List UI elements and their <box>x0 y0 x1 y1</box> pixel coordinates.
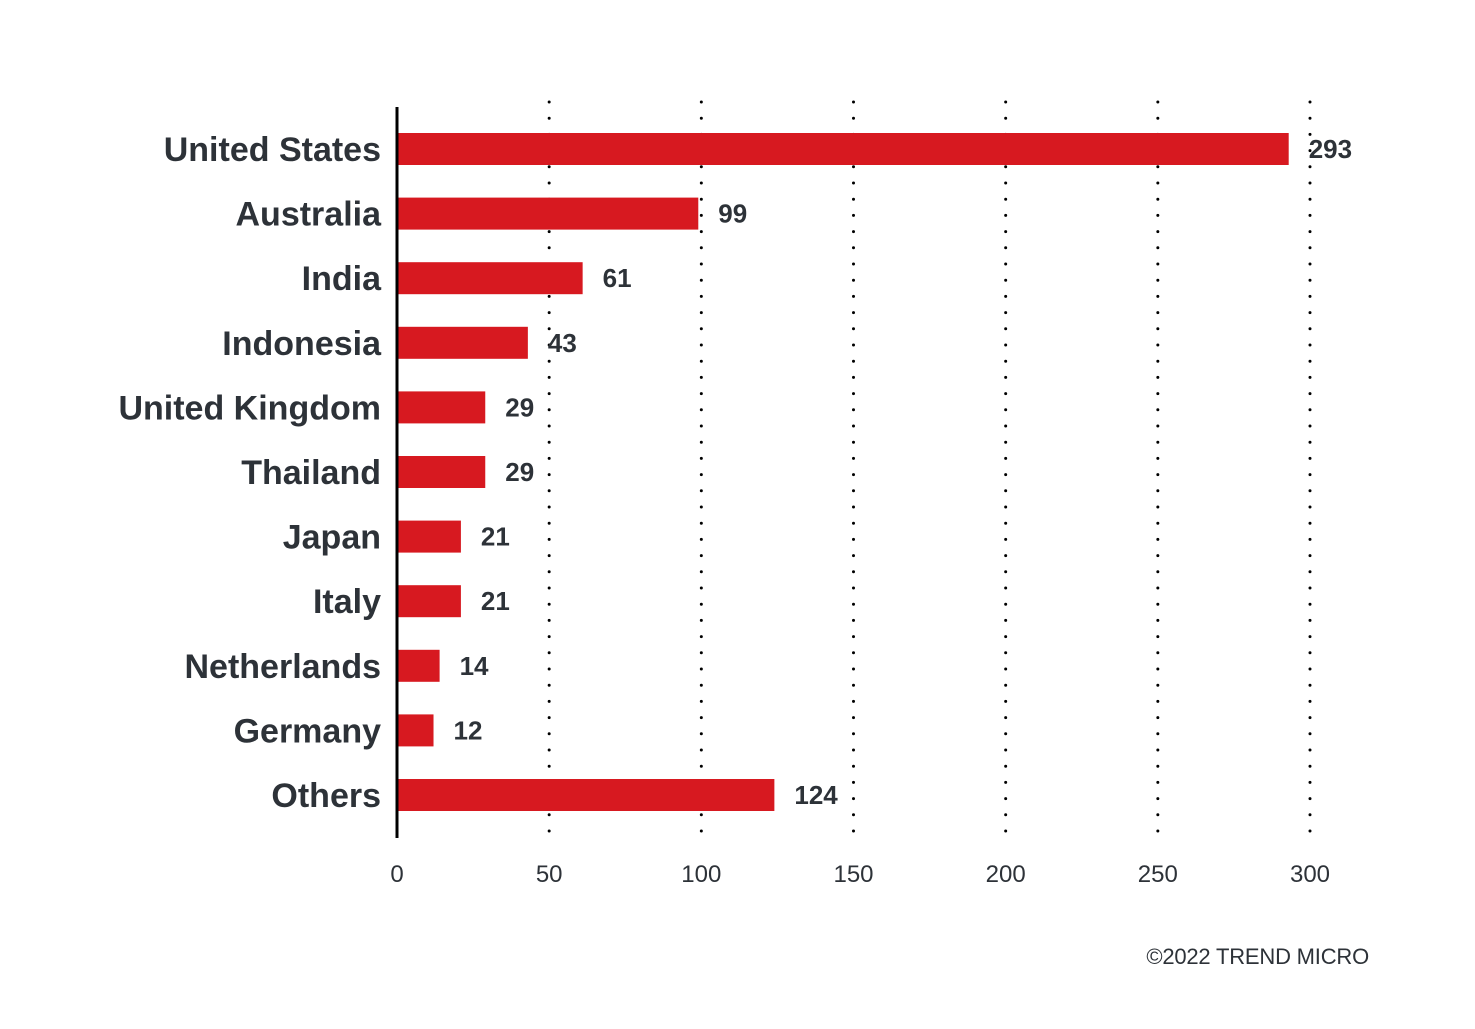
bar <box>397 262 583 295</box>
category-label: Australia <box>236 196 383 234</box>
category-label: Italy <box>313 583 381 621</box>
category-labels: United States Australia India Indonesia Unit… <box>118 131 382 815</box>
bar <box>397 456 486 488</box>
x-axis-ticks: 0 50 100 150 200 250 300 <box>390 861 1330 888</box>
x-tick-label: 0 <box>390 861 403 888</box>
value-labels: 293 99 61 43 29 29 21 21 14 12 124 <box>454 134 1353 810</box>
data-label: 12 <box>454 715 483 745</box>
data-label: 21 <box>481 586 510 616</box>
data-label: 29 <box>505 457 534 487</box>
bars <box>397 133 1289 811</box>
category-label: Indonesia <box>222 325 382 363</box>
category-label: Others <box>271 777 381 815</box>
data-label: 14 <box>460 651 489 681</box>
x-tick-label: 100 <box>681 861 721 888</box>
data-label: 293 <box>1309 134 1352 164</box>
category-label: Thailand <box>241 454 381 492</box>
bar <box>397 520 461 553</box>
bar <box>397 391 486 424</box>
category-label: United States <box>164 131 381 169</box>
data-label: 29 <box>505 392 534 422</box>
bar <box>397 326 528 359</box>
bar <box>397 197 699 230</box>
category-label: United Kingdom <box>118 389 381 427</box>
data-label: 99 <box>718 199 747 229</box>
category-label: Japan <box>283 519 381 557</box>
bar <box>397 714 434 747</box>
x-tick-label: 200 <box>986 861 1026 888</box>
x-tick-label: 250 <box>1138 861 1178 888</box>
x-tick-label: 300 <box>1290 861 1330 888</box>
bar <box>397 133 1289 165</box>
data-label: 21 <box>481 522 510 552</box>
data-label: 124 <box>794 780 838 810</box>
data-label: 43 <box>548 328 577 358</box>
category-label: Germany <box>234 712 381 750</box>
data-label: 61 <box>603 263 632 293</box>
x-tick-label: 150 <box>833 861 873 888</box>
category-label: India <box>302 260 382 298</box>
bar <box>397 585 461 618</box>
bar <box>397 649 440 682</box>
category-label: Netherlands <box>185 648 382 686</box>
copyright-notice: ©2022 TREND MICRO <box>1146 944 1369 969</box>
x-tick-label: 50 <box>536 861 563 888</box>
bar <box>397 779 775 811</box>
gridlines <box>547 100 1312 844</box>
